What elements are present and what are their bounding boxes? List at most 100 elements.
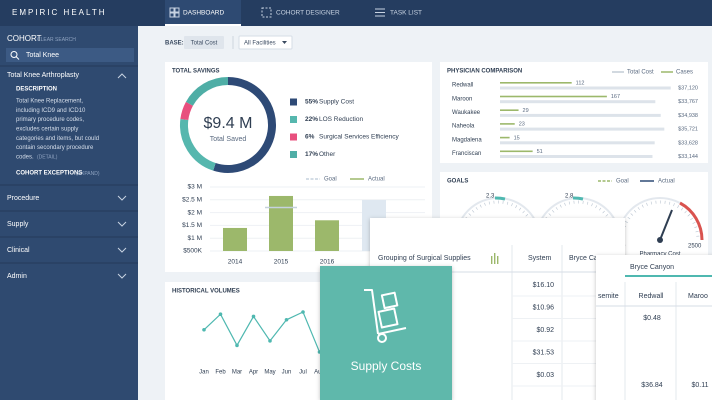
legend-percent: 6%	[305, 134, 315, 141]
column-header: System	[528, 255, 552, 262]
cases-label: 29	[523, 108, 529, 114]
cases-label: 51	[537, 149, 543, 155]
legend-swatch	[290, 98, 297, 106]
tile-label[interactable]: Supply Costs	[351, 359, 422, 373]
section-label[interactable]: Clinical	[7, 247, 30, 254]
cost-label: $35,721	[678, 127, 698, 133]
cell: $0.48	[643, 315, 661, 322]
legend-label: Surgical Services Efficiency	[319, 134, 399, 141]
tab[interactable]: DASHBOARD	[183, 10, 224, 17]
card-physician-comparison	[440, 62, 708, 163]
cost-label: $33,628	[678, 140, 698, 146]
cell: $10.96	[533, 304, 555, 311]
y-tick-label: $2 M	[188, 209, 202, 216]
cost-label: $33,767	[678, 99, 698, 105]
total-saved-label: Total Saved	[210, 136, 247, 143]
search-text[interactable]: Total Knee	[26, 52, 59, 59]
cell: $0.92	[536, 327, 554, 334]
donut-segment	[185, 77, 229, 106]
column-header: semite	[598, 293, 619, 300]
description-title: DESCRIPTION	[16, 87, 57, 93]
card-title: HISTORICAL VOLUMES	[172, 289, 240, 295]
detail-link[interactable]: (DETAIL)	[37, 154, 58, 160]
card-title: PHYSICIAN COMPARISON	[447, 69, 522, 75]
facility-dropdown[interactable]	[238, 35, 293, 50]
volume-point	[235, 343, 239, 348]
base-chip[interactable]	[184, 36, 224, 49]
cost-bar	[500, 113, 661, 117]
section-label[interactable]: Procedure	[7, 195, 39, 202]
x-tick-label: Apr	[249, 370, 258, 376]
search-icon	[10, 51, 18, 58]
description-line: categories and items, but could	[16, 136, 99, 142]
cases-bar	[500, 82, 572, 84]
base-value[interactable]: Total Cost	[191, 41, 218, 47]
chevron-down[interactable]	[117, 221, 127, 227]
volume-point	[284, 317, 289, 322]
search-box[interactable]	[6, 48, 134, 62]
y-tick-label: $1 M	[188, 235, 202, 242]
sidebar-title: COHORT	[7, 34, 42, 43]
chevron-up[interactable]	[117, 73, 127, 79]
bar-icon	[497, 256, 499, 264]
cost-bar	[500, 141, 655, 145]
sidebar-sections: Procedure Supply Clinical Admin	[0, 184, 138, 280]
hand-truck-icon	[364, 289, 407, 343]
exceptions-title: COHORT EXCEPTIONS	[16, 171, 82, 177]
base-label: BASE:	[165, 41, 184, 47]
sidebar	[0, 26, 138, 400]
facility-value[interactable]: All Facilities	[244, 41, 276, 47]
section-label[interactable]: Supply	[7, 221, 29, 228]
volume-point	[202, 327, 206, 332]
description-line: contain secondary procedure	[16, 145, 94, 151]
y-tick-label: $1.5 M	[182, 222, 202, 229]
legend-swatch	[290, 133, 297, 141]
x-tick-label: Aug	[314, 370, 325, 376]
cohort-name[interactable]: Total Knee Arthroplasty	[7, 72, 79, 79]
cost-bar	[500, 100, 656, 104]
gauge-value: 2.3	[486, 194, 495, 200]
cell: $0.11	[692, 382, 709, 389]
physician-name: Maroon	[452, 96, 472, 102]
x-tick-label: Feb	[215, 370, 226, 376]
chevron-down[interactable]	[117, 247, 127, 253]
donut-segment	[180, 101, 194, 121]
cost-label: $34,938	[678, 113, 698, 119]
volume-point	[251, 314, 256, 319]
physician-name: Redwall	[452, 83, 473, 89]
gauge-hub	[657, 237, 663, 243]
physician-name: Magdalena	[452, 137, 482, 143]
cases-bar	[500, 123, 515, 125]
bar	[315, 220, 339, 251]
legend-label: Goal	[324, 177, 337, 183]
bar-icon	[494, 253, 496, 264]
clear-search[interactable]: CLEAR SEARCH	[37, 37, 76, 43]
tab[interactable]: TASK LIST	[390, 10, 422, 17]
cases-label: 23	[519, 122, 525, 128]
expand-link[interactable]: (EXPAND)	[76, 171, 100, 177]
description-line: including ICD9 and ICD10	[16, 108, 86, 114]
chevron-down[interactable]	[117, 273, 127, 279]
cost-label: $37,120	[678, 85, 698, 91]
physician-name: Waukakee	[452, 110, 481, 116]
legend-label: Supply Cost	[319, 99, 354, 106]
cell: $0.03	[536, 372, 554, 379]
cell: $16.10	[533, 282, 555, 289]
active-tab-underline	[165, 24, 241, 26]
description-line: codes.	[16, 154, 34, 160]
cell: $31.53	[533, 349, 555, 356]
legend-label: Other	[319, 151, 336, 158]
legend-percent: 22%	[305, 116, 318, 123]
section-label[interactable]: Admin	[7, 273, 27, 280]
physician-name: Naheola	[452, 124, 475, 130]
cost-bar	[500, 86, 671, 90]
cases-bar	[500, 109, 519, 111]
physician-name: Franciscan	[452, 151, 481, 157]
tab[interactable]: COHORT DESIGNER	[276, 10, 340, 17]
chevron-down[interactable]	[117, 195, 127, 201]
cases-label: 112	[576, 80, 585, 86]
logo[interactable]: EMPIRIC HEALTH	[12, 8, 107, 17]
tab-icons	[169, 7, 385, 18]
legend-swatch	[290, 151, 297, 158]
